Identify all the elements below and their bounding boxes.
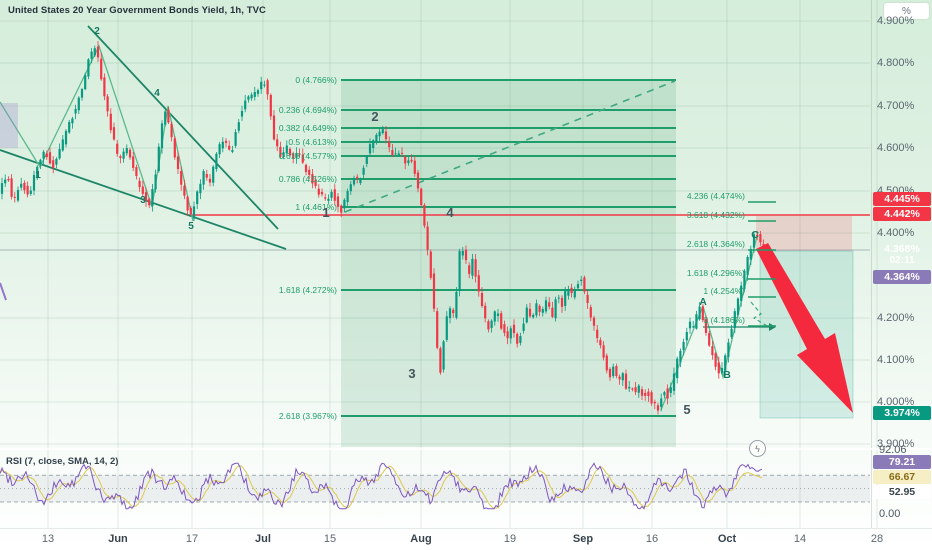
price-tick-label: 3.900%: [877, 438, 915, 450]
wave-label-minor[interactable]: 5: [188, 221, 194, 232]
wave-label-major[interactable]: 4: [446, 205, 454, 220]
publisher-logo-icon[interactable]: ϟ: [749, 440, 766, 457]
time-tick-Jul: Jul: [255, 533, 271, 545]
wave-label-abc[interactable]: A: [699, 296, 707, 308]
wave-label-major[interactable]: 5: [683, 402, 690, 417]
price-tag-3974: 3.974%: [873, 406, 931, 420]
candlestick-series: [0, 41, 765, 415]
fib-extension-label: 1 (4.254%): [703, 286, 745, 296]
fib-level-label: 2.618 (3.967%): [279, 411, 337, 421]
fib-extension-label: 3.618 (4.432%): [687, 210, 745, 220]
time-tick-Aug: Aug: [410, 533, 432, 545]
wave-label-abc[interactable]: C: [751, 229, 759, 241]
time-tick-17: 17: [185, 533, 199, 545]
time-tick-16: 16: [645, 533, 659, 545]
time-tick-Jun: Jun: [108, 533, 128, 545]
time-tick-14: 14: [793, 533, 807, 545]
fib-retracement: [341, 79, 676, 447]
rsi-tag-6667: 66.67: [873, 470, 931, 484]
price-tick-label: 4.800%: [877, 57, 915, 69]
rsi-tag-7921: 79.21: [873, 455, 931, 469]
small-arrow-icon: [769, 323, 776, 331]
rsi-tag-5295: 52.95: [873, 485, 931, 499]
pane-divider[interactable]: [0, 448, 932, 450]
price-tag-4442: 4.442%: [873, 207, 931, 221]
fib-extension-label: 1.618 (4.296%): [687, 268, 745, 278]
time-tick-19: 19: [503, 533, 517, 545]
rsi-line: [0, 462, 763, 510]
price-tick-label: 4.200%: [877, 312, 915, 324]
wave-label-minor[interactable]: 2: [94, 26, 100, 37]
price-tick-label: 4.400%: [877, 227, 915, 239]
fib-level-label: 0.5 (4.613%): [288, 137, 337, 147]
time-tick-Oct: Oct: [717, 533, 737, 545]
rsi-axis-top-label: 92.06: [879, 444, 907, 456]
wave-label-major[interactable]: 3: [408, 366, 415, 381]
fib-level-label: 1 (4.461%): [295, 202, 337, 212]
price-tick-label: 4.600%: [877, 142, 915, 154]
trendline-lower[interactable]: [0, 149, 287, 250]
fib-level-label: 0.618 (4.577%): [279, 151, 337, 161]
rsi-pane: [0, 462, 870, 510]
fib-level-label: 0.786 (4.526%): [279, 174, 337, 184]
wave-label-major[interactable]: 2: [371, 109, 378, 124]
forecast-arrow[interactable]: [756, 243, 853, 413]
price-tick-label: 4.700%: [877, 100, 915, 112]
price-tag-4368: 4.368% 02:11: [884, 242, 920, 266]
price-axis-separator: [871, 0, 872, 528]
price-tag-4364: 4.364%: [873, 270, 931, 284]
fib-extension-label: 0 (4.186%): [703, 315, 745, 325]
time-tick-15: 15: [323, 533, 337, 545]
fib-level-label: 0.382 (4.649%): [279, 123, 337, 133]
price-tag-4445: 4.445%: [873, 192, 931, 206]
offscreen-drawing-artifact: [0, 103, 18, 148]
time-axis-divider: [0, 528, 932, 529]
price-tick-label: 4.100%: [877, 354, 915, 366]
time-tick-Sep: Sep: [572, 533, 594, 545]
price-tick-label: 4.900%: [877, 15, 915, 27]
grid-lines: [0, 0, 878, 528]
fib-level-label: 1.618 (4.272%): [279, 285, 337, 295]
fib-extension-label: 4.236 (4.474%): [687, 191, 745, 201]
time-tick-28: 28: [870, 533, 884, 545]
wave-label-minor[interactable]: 4: [154, 88, 160, 99]
symbol-title: United States 20 Year Government Bonds Y…: [8, 5, 267, 16]
price-scale-unit-button[interactable]: %: [884, 3, 929, 19]
rsi-sma-line: [0, 465, 763, 510]
fib-level-label: 0.236 (4.694%): [279, 105, 337, 115]
time-tick-13: 13: [41, 533, 55, 545]
rsi-indicator-label[interactable]: RSI (7, close, SMA, 14, 2): [6, 456, 119, 467]
elliott-wave-labels: 1 2 3 4 5 1 2 3 4 5 A B C: [35, 26, 759, 417]
offscreen-line-artifact: [0, 282, 7, 301]
fib-retracement-labels: 0 (4.766%) 0.236 (4.694%) 0.382 (4.649%) 0.…: [279, 75, 337, 421]
trendline-upper[interactable]: [87, 25, 279, 230]
wave-label-minor[interactable]: 3: [140, 195, 146, 206]
fib-extension-label: 2.618 (4.364%): [687, 239, 745, 249]
fib-extension: 4.236 (4.474%) 3.618 (4.432%) 2.618 (4.364…: [687, 191, 776, 327]
trendlines: [0, 25, 287, 250]
wave-label-abc[interactable]: B: [723, 369, 731, 381]
wave-label-minor[interactable]: 1: [35, 170, 41, 181]
rsi-axis-bottom-label: 0.00: [879, 508, 901, 520]
price-tick-label: 4.000%: [877, 396, 915, 408]
fib-level-label: 0 (4.766%): [295, 75, 337, 85]
wave-label-major[interactable]: 1: [322, 205, 329, 220]
